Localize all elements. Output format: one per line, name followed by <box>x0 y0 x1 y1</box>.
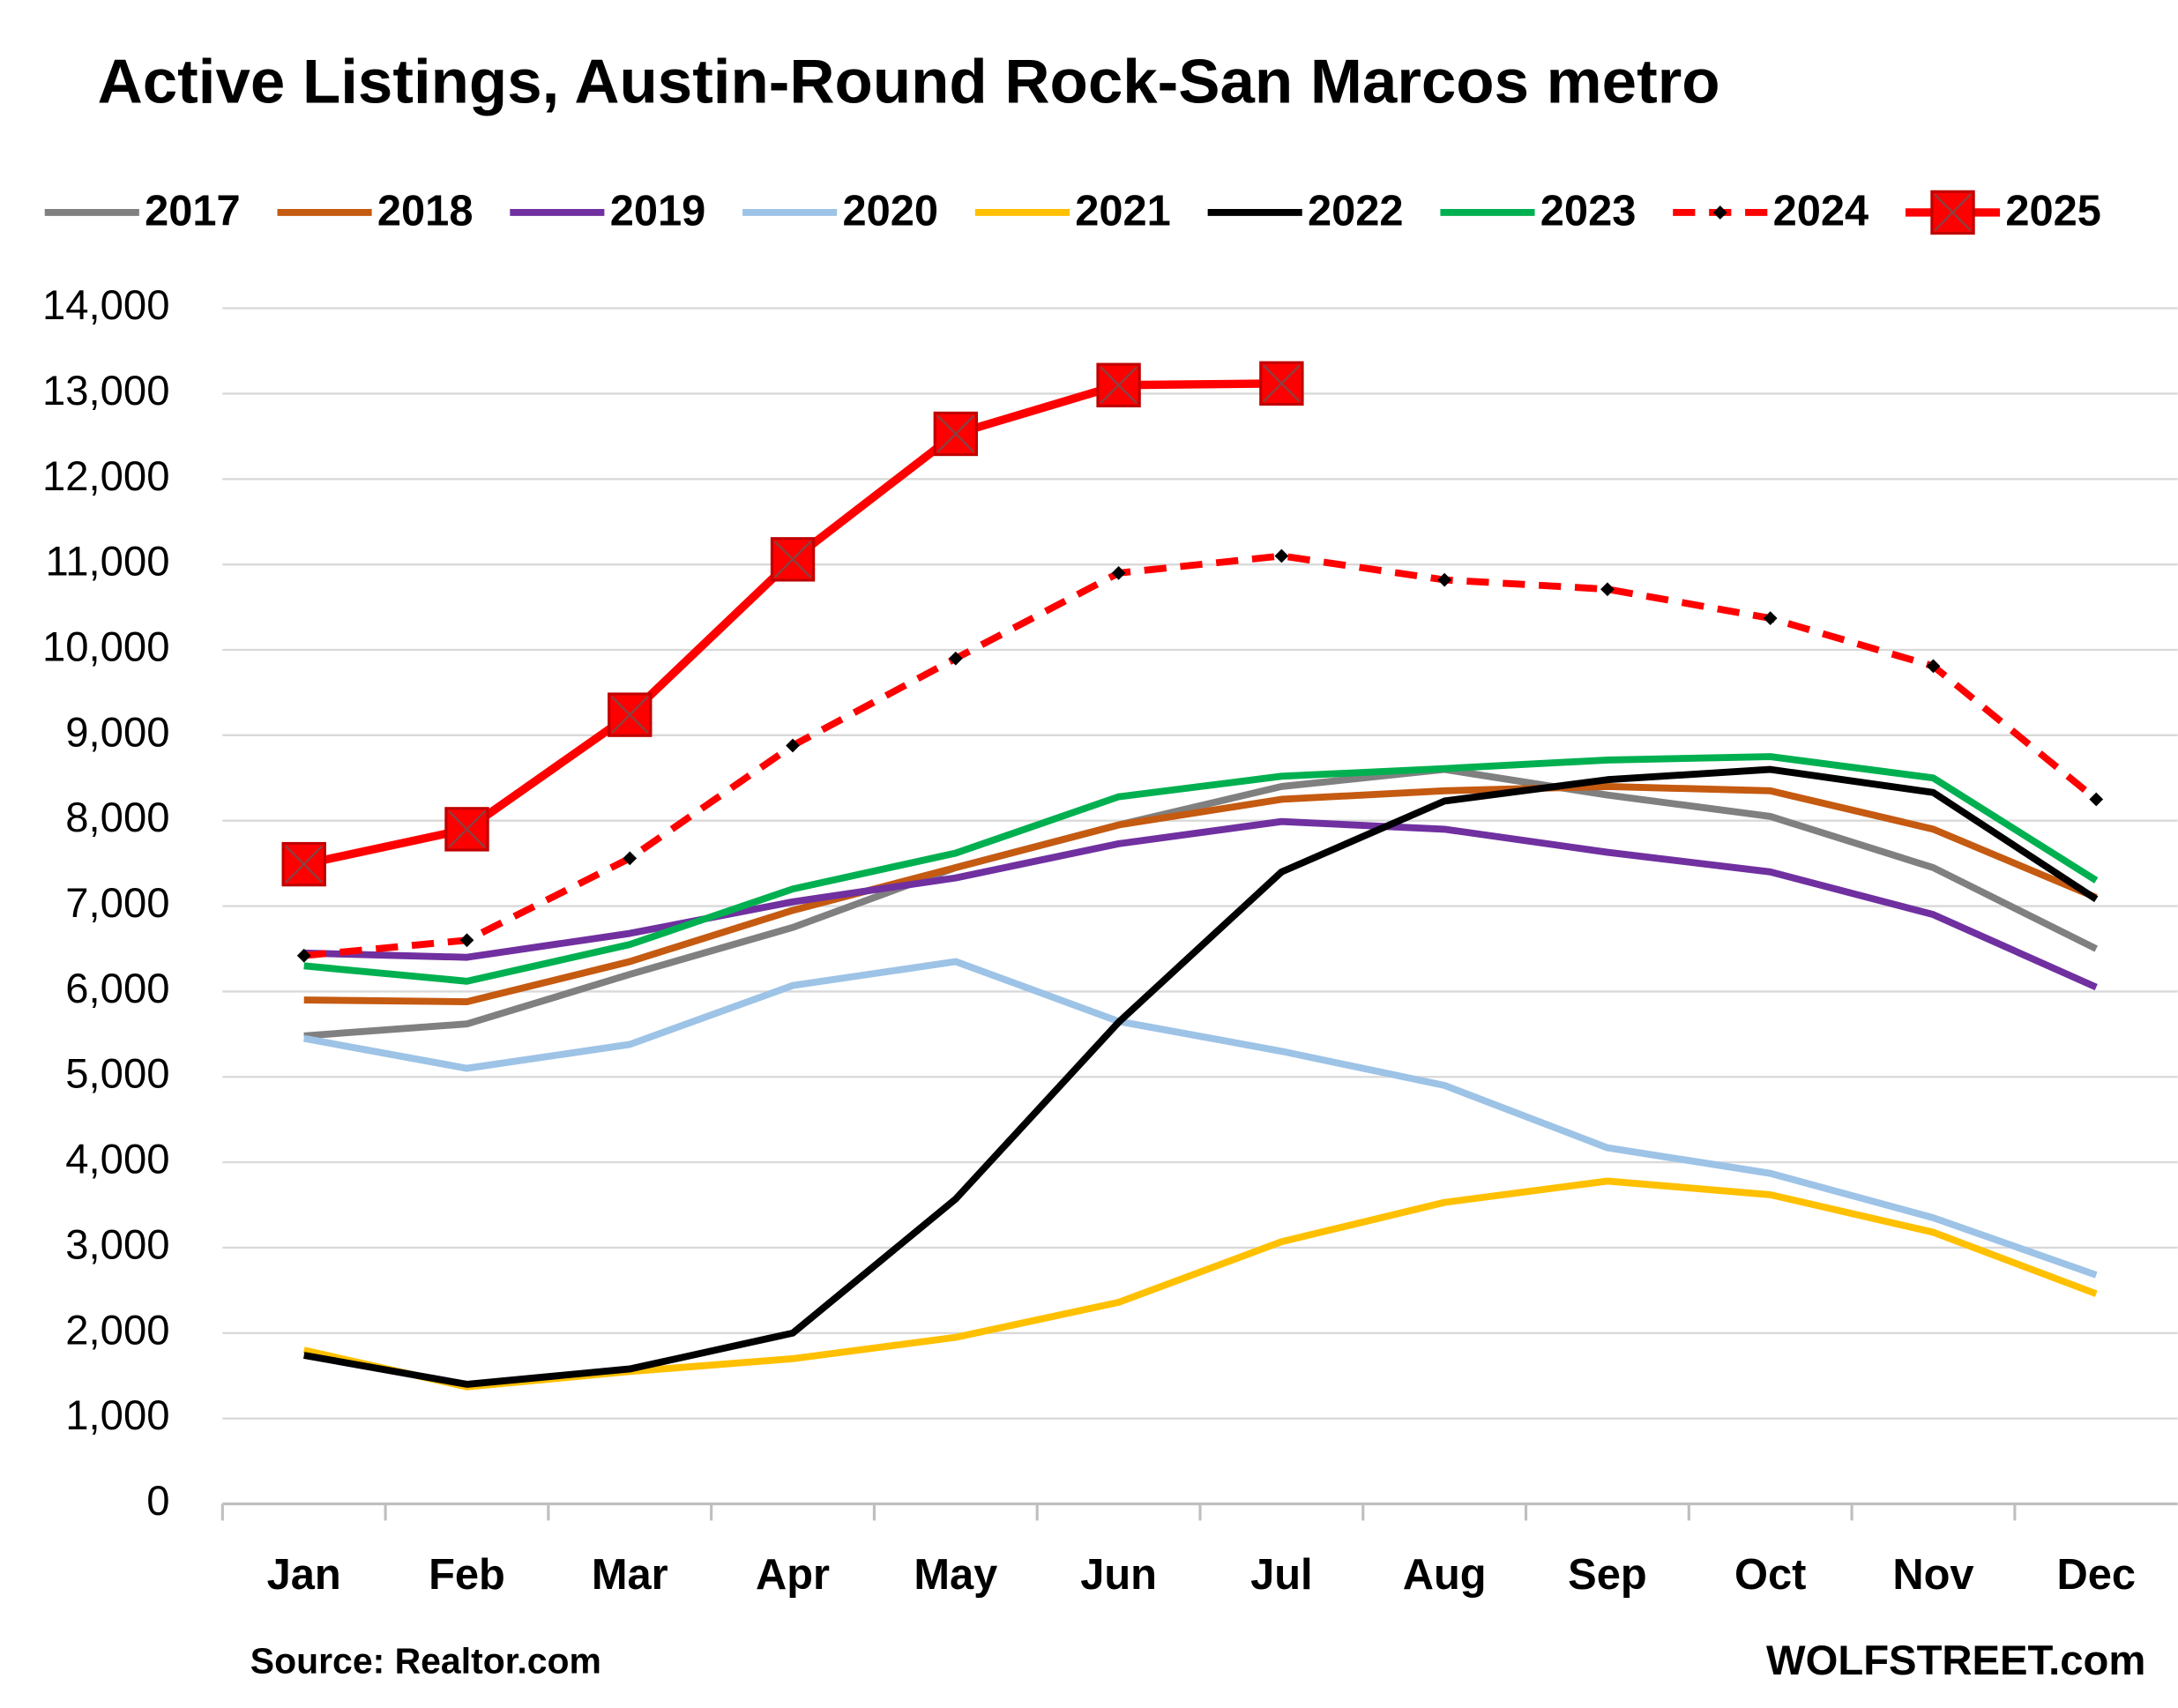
marker-cross <box>610 696 649 734</box>
marker <box>1111 565 1126 580</box>
line <box>303 765 2099 1388</box>
y-tick-label: 14,000 <box>42 282 169 329</box>
y-tick-label: 10,000 <box>42 623 169 670</box>
series-7 <box>296 548 2104 963</box>
legend-label: 2019 <box>610 187 706 235</box>
x-tick-label: Aug <box>1403 1551 1487 1599</box>
x-tick-label: Jan <box>267 1551 341 1599</box>
marker <box>459 933 474 948</box>
x-tick-label: Nov <box>1892 1551 1973 1599</box>
marker <box>1274 548 1289 563</box>
marker-cross <box>936 414 975 453</box>
marker <box>786 738 800 753</box>
line <box>303 783 2098 1005</box>
x-tick-label: Oct <box>1734 1551 1806 1599</box>
y-tick-label: 2,000 <box>65 1307 169 1354</box>
x-tick-label: Mar <box>592 1551 668 1599</box>
line <box>302 1177 2098 1391</box>
y-tick-label: 0 <box>146 1478 169 1525</box>
x-tick-label: May <box>914 1551 997 1599</box>
series-0 <box>303 765 2099 1040</box>
y-tick-label: 13,000 <box>42 368 169 414</box>
series-2 <box>303 817 2098 991</box>
chart-title: Active Listings, Austin-Round Rock-San M… <box>98 47 1720 116</box>
marker-cross <box>285 845 324 884</box>
x-tick-label: Sep <box>1568 1551 1647 1599</box>
line <box>303 958 2098 1279</box>
series-3 <box>303 958 2098 1279</box>
x-tick-label: Apr <box>756 1551 830 1599</box>
source-note: Source: Realtor.com <box>250 1640 601 1681</box>
line <box>303 552 2099 959</box>
y-tick-label: 8,000 <box>65 794 169 841</box>
series-6 <box>303 753 2099 985</box>
legend-label: 2025 <box>2005 187 2101 235</box>
marker <box>1926 659 1941 674</box>
x-tick-label: Jun <box>1080 1551 1157 1599</box>
legend-label: 2018 <box>377 187 474 235</box>
y-tick-label: 12,000 <box>42 453 169 500</box>
x-tick-label: Jul <box>1250 1551 1313 1599</box>
series-4 <box>302 1177 2098 1391</box>
line <box>303 765 2099 1040</box>
marker-cross <box>773 541 812 578</box>
line <box>303 753 2099 985</box>
y-tick-label: 9,000 <box>65 709 169 756</box>
legend-label: 2022 <box>1308 187 1404 235</box>
marker-cross <box>1263 364 1301 403</box>
series-5 <box>303 765 2099 1388</box>
marker <box>2089 792 2104 807</box>
marker <box>1712 205 1727 220</box>
legend-label: 2021 <box>1075 187 1171 235</box>
marker <box>1763 611 1778 626</box>
marker <box>1437 572 1452 587</box>
series-8 <box>281 361 1304 887</box>
y-tick-label: 3,000 <box>65 1221 169 1268</box>
y-tick-label: 6,000 <box>65 966 169 1012</box>
marker <box>1600 582 1615 597</box>
y-tick-label: 7,000 <box>65 880 169 927</box>
marker-cross <box>1100 366 1137 405</box>
legend-label: 2024 <box>1773 187 1869 235</box>
legend-label: 2023 <box>1540 187 1637 235</box>
marker-cross <box>448 810 486 848</box>
marker <box>296 948 311 963</box>
marker <box>623 851 638 866</box>
legend-label: 2020 <box>842 187 938 235</box>
x-tick-label: Dec <box>2056 1551 2136 1599</box>
y-tick-label: 5,000 <box>65 1051 169 1098</box>
marker <box>948 651 963 666</box>
marker-cross <box>1934 193 1972 232</box>
y-tick-label: 11,000 <box>46 539 170 585</box>
x-tick-label: Feb <box>429 1551 505 1599</box>
legend-label: 2017 <box>145 187 241 235</box>
y-tick-label: 4,000 <box>65 1137 169 1183</box>
line <box>303 817 2098 991</box>
watermark: WOLFSTREET.com <box>1766 1637 2145 1684</box>
series-1 <box>303 783 2098 1005</box>
y-tick-label: 1,000 <box>65 1392 169 1439</box>
